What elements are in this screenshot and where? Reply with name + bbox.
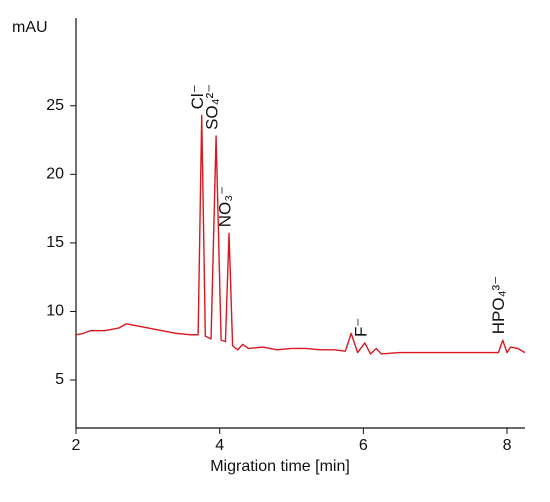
trace: [75, 114, 526, 355]
peak-label: HPO₄³⁻: [489, 276, 508, 334]
peak-label: Cl⁻: [188, 84, 207, 109]
y-axis-label: mAU: [12, 19, 48, 36]
y-tick-label: 10: [46, 303, 64, 320]
peak-label: SO₄²⁻: [203, 84, 222, 130]
y-tick-label: 20: [46, 166, 64, 183]
peak-label: F⁻: [351, 318, 370, 337]
peak-label: NO₃⁻: [216, 186, 235, 227]
x-tick-label: 6: [359, 437, 368, 454]
x-tick-label: 8: [503, 437, 512, 454]
x-tick-label: 2: [72, 437, 81, 454]
y-tick-label: 5: [55, 371, 64, 388]
x-tick-label: 4: [215, 437, 224, 454]
y-tick-label: 15: [46, 234, 64, 251]
y-tick-label: 25: [46, 97, 64, 114]
x-axis-label: Migration time [min]: [210, 458, 350, 475]
